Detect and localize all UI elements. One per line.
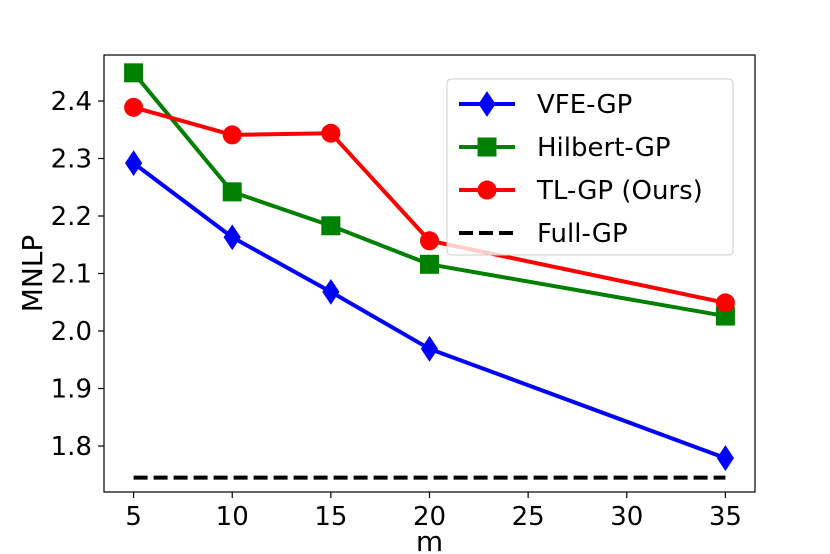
y-tick-label-2.2: 2.2 <box>51 202 92 232</box>
x-tick-label-5: 5 <box>125 502 142 532</box>
series-tl-gp-ours <box>124 97 735 313</box>
series-hilbert-gp <box>124 63 735 326</box>
data-point-tl-gp-ours-20 <box>420 231 439 251</box>
y-tick-label-2.1: 2.1 <box>51 260 92 290</box>
x-tick-label-30: 30 <box>610 502 643 532</box>
series-layer <box>124 63 735 480</box>
axis-ticks: 5 10 15 20 25 30 35 1.8 1.9 2.0 2.1 2.2 2.3 2.4 <box>51 87 742 532</box>
data-point-hilbert-gp-15 <box>321 216 341 236</box>
data-point-hilbert-gp-5 <box>124 63 144 83</box>
x-tick-label-25: 25 <box>512 502 545 532</box>
legend: VFE-GP Hilbert-GP TL-GP (Ours) Full-GP <box>446 78 734 256</box>
x-axis-title: m <box>416 525 443 554</box>
data-point-vfe-gp-20 <box>420 335 439 362</box>
data-point-tl-gp-ours-10 <box>222 125 242 145</box>
legend-box <box>446 78 734 256</box>
data-point-vfe-gp-5 <box>124 150 143 177</box>
y-tick-label-2.3: 2.3 <box>51 145 92 175</box>
y-tick-label-1.8: 1.8 <box>51 432 92 462</box>
legend-label-vfe-gp: VFE-GP <box>537 90 632 120</box>
y-tick-label-2.0: 2.0 <box>51 317 92 347</box>
data-point-vfe-gp-35 <box>716 445 735 471</box>
legend-label-hilbert-gp: Hilbert-GP <box>537 133 671 163</box>
series-vfe-gp <box>124 150 735 471</box>
data-point-tl-gp-ours-35 <box>715 293 735 313</box>
data-point-hilbert-gp-20 <box>420 254 439 274</box>
y-tick-label-1.9: 1.9 <box>51 375 92 405</box>
legend-marker-vfe-gp <box>478 91 496 117</box>
data-point-hilbert-gp-10 <box>222 182 242 202</box>
legend-label-full-gp: Full-GP <box>537 219 628 249</box>
data-point-vfe-gp-15 <box>322 278 340 305</box>
x-tick-label-10: 10 <box>216 502 249 532</box>
data-point-tl-gp-ours-5 <box>124 97 144 117</box>
x-tick-label-20: 20 <box>413 502 446 532</box>
y-tick-label-2.4: 2.4 <box>51 87 92 117</box>
data-point-vfe-gp-10 <box>223 224 241 251</box>
data-point-tl-gp-ours-15 <box>321 123 341 143</box>
x-tick-label-35: 35 <box>709 502 742 532</box>
legend-marker-tl-gp-ours <box>477 180 497 200</box>
legend-marker-hilbert-gp <box>477 137 497 157</box>
y-axis-title: MNLP <box>16 235 49 313</box>
legend-label-tl-gp-ours: TL-GP (Ours) <box>536 176 703 206</box>
x-tick-label-15: 15 <box>314 502 347 532</box>
